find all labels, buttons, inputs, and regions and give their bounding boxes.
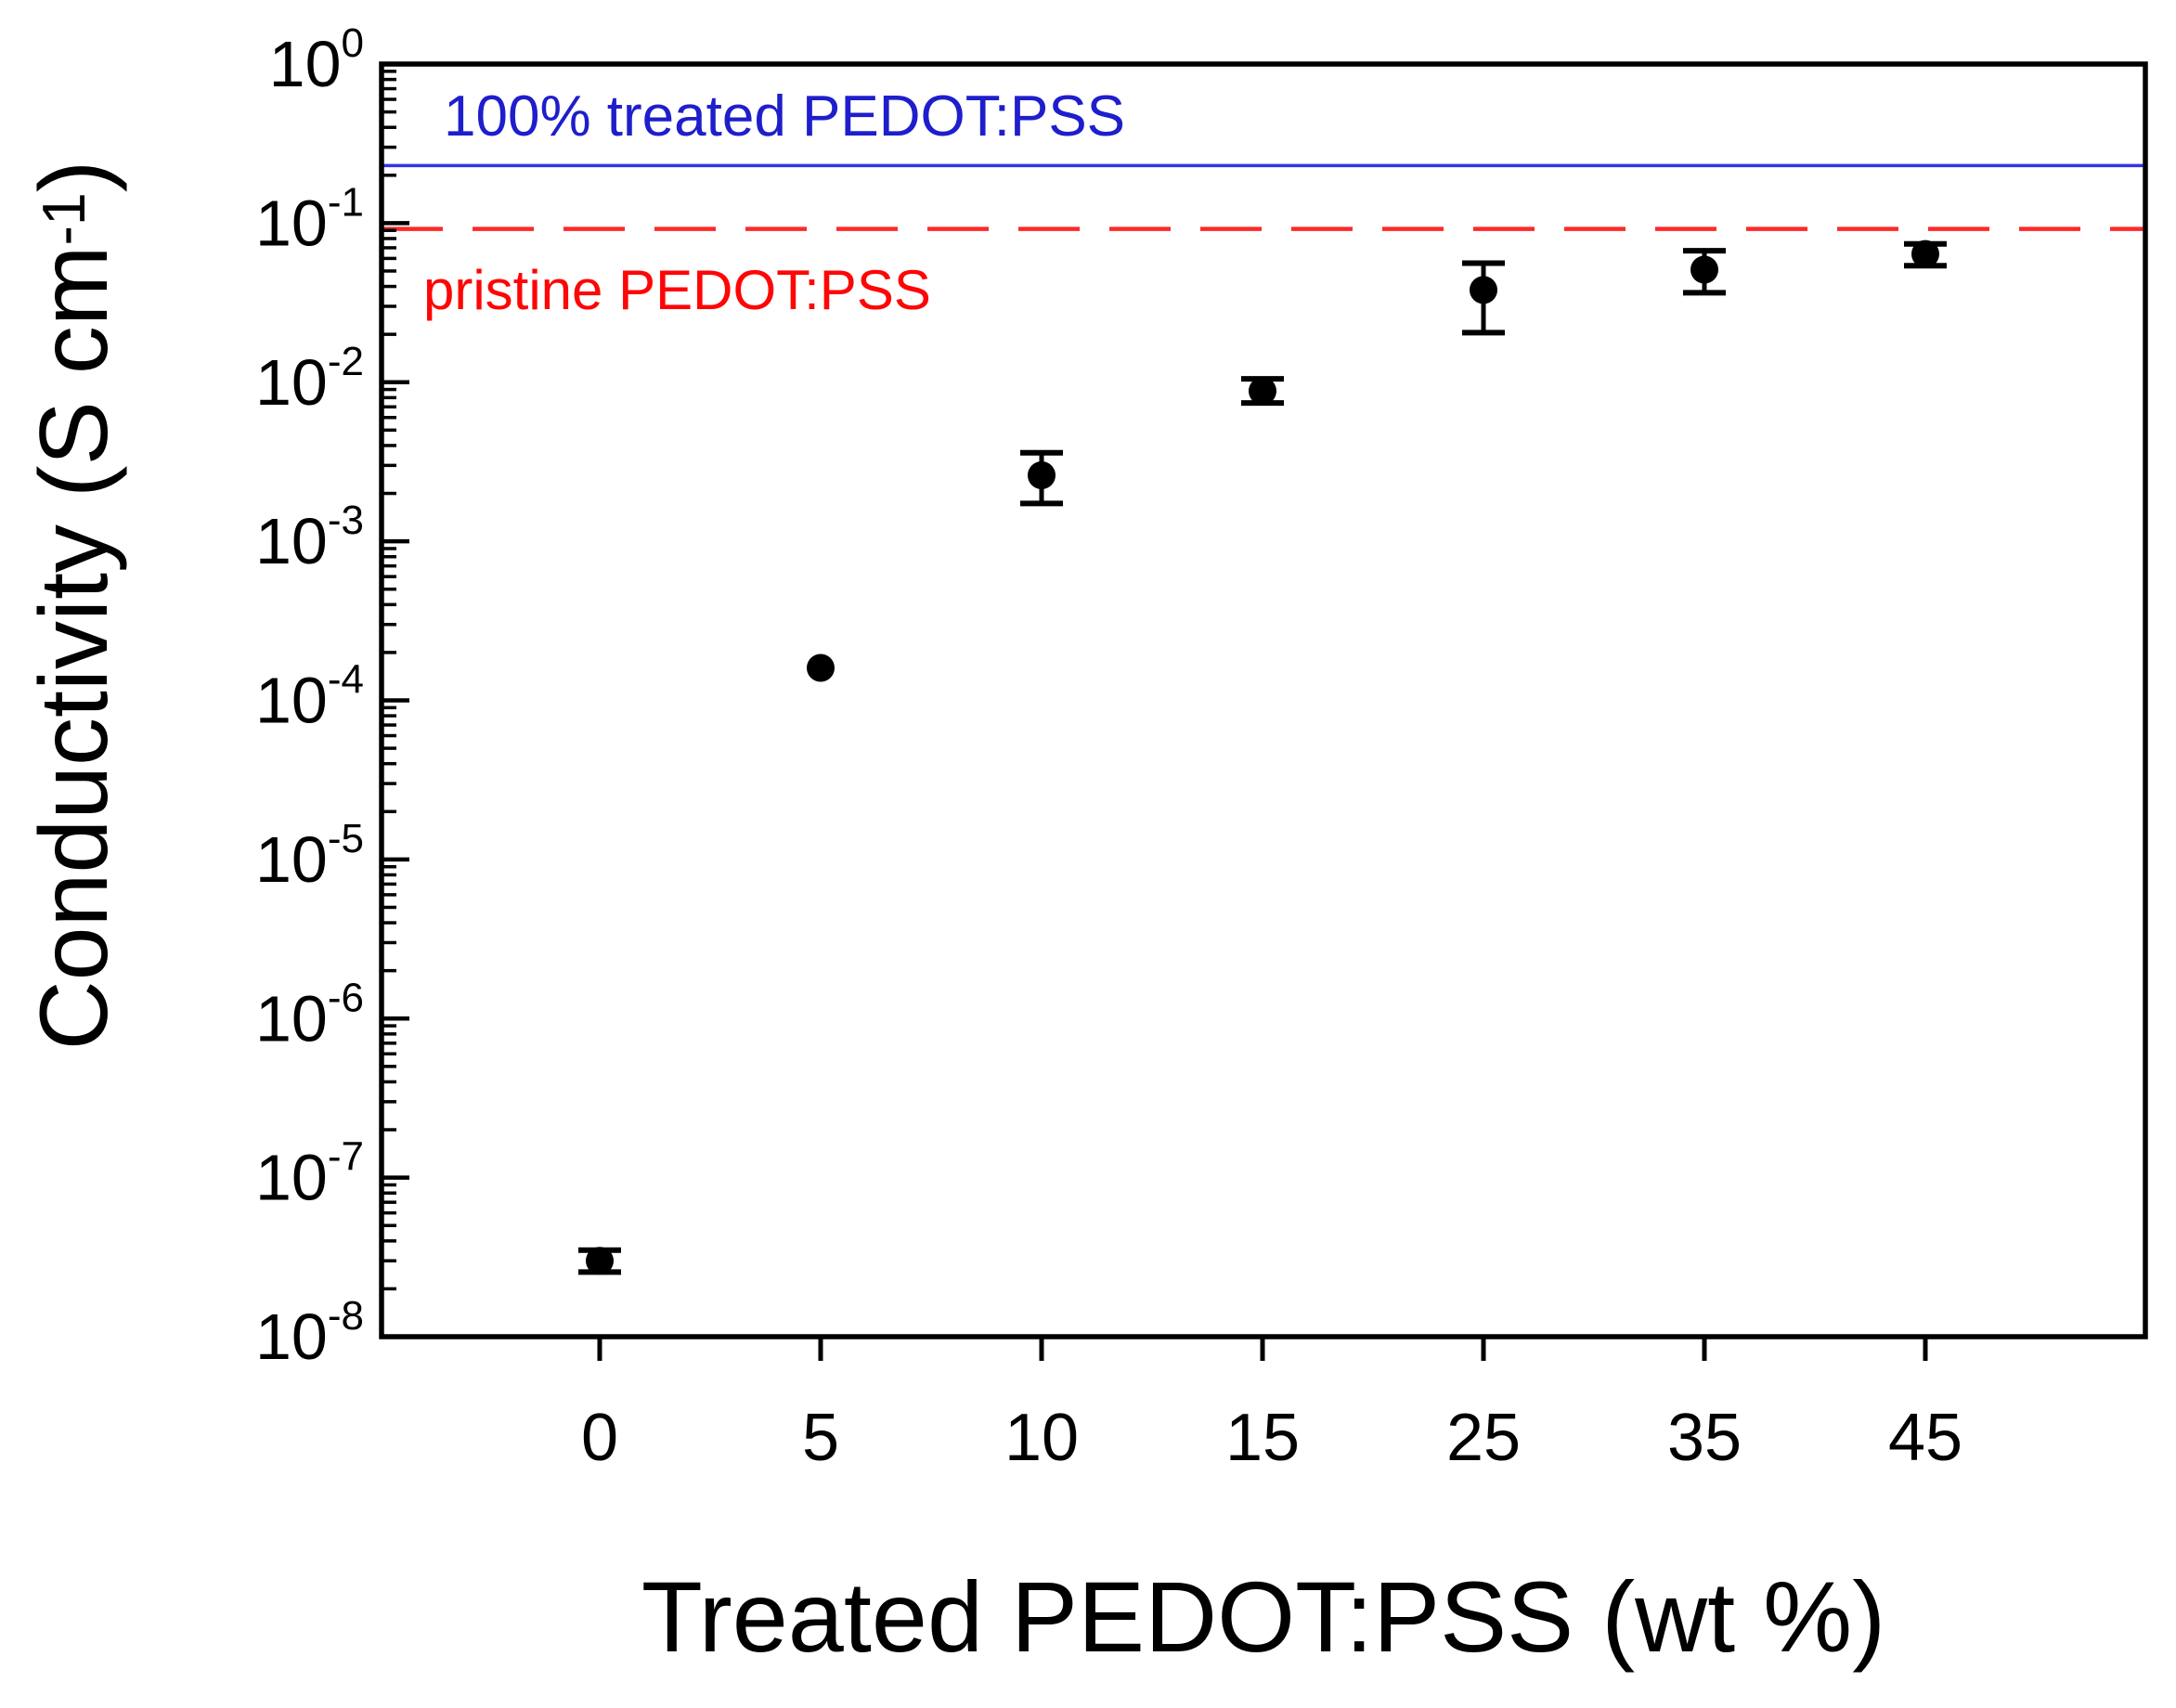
data-point-marker	[1028, 461, 1056, 490]
x-tick-label: 5	[802, 1401, 839, 1475]
x-tick-label: 0	[581, 1401, 618, 1475]
reference-lines	[382, 163, 2145, 231]
data-point-marker	[1911, 239, 1939, 268]
x-tick-label: 25	[1446, 1401, 1521, 1475]
x-tick-label: 45	[1888, 1401, 1962, 1475]
y-axis-title: Conductivity (S cm-1)	[20, 161, 128, 1051]
data-point-marker	[1249, 377, 1276, 406]
data-point-marker	[1690, 255, 1718, 284]
x-axis: 0 5 10 15 25 35 45	[581, 1337, 1962, 1475]
data-points	[586, 239, 1939, 1275]
x-tick-label: 10	[1004, 1401, 1079, 1475]
y-tick-label: 10-3	[255, 498, 364, 577]
y-tick-label: 10-7	[255, 1134, 364, 1214]
y-tick-label: 10-5	[255, 816, 364, 896]
pristine-line-annotation: pristine PEDOT:PSS	[423, 259, 931, 321]
data-point-marker	[807, 653, 835, 682]
x-tick-label: 15	[1225, 1401, 1300, 1475]
plot-frame	[379, 61, 2148, 1339]
y-tick-label: 100	[269, 20, 364, 100]
x-tick-label: 35	[1667, 1401, 1742, 1475]
y-axis: 100 10-1 10-2 10-3 10-4 10-5 10-6 10-7 10-8	[255, 20, 409, 1373]
x-axis-title: Treated PEDOT:PSS (wt %)	[641, 1560, 1886, 1673]
treated-line-annotation: 100% treated PEDOT:PSS	[444, 84, 1126, 149]
data-point-marker	[586, 1247, 614, 1275]
y-tick-label: 10-1	[255, 179, 364, 259]
y-axis-title-sup: -1	[30, 192, 97, 246]
y-tick-label: 10-4	[255, 657, 364, 737]
data-point-marker	[1470, 276, 1497, 304]
y-tick-label: 10-2	[255, 339, 364, 419]
y-axis-title-pre: Conductivity (S cm	[20, 245, 128, 1051]
y-axis-title-post: )	[20, 160, 128, 193]
y-tick-label: 10-8	[255, 1293, 364, 1373]
y-tick-label: 10-6	[255, 975, 364, 1055]
